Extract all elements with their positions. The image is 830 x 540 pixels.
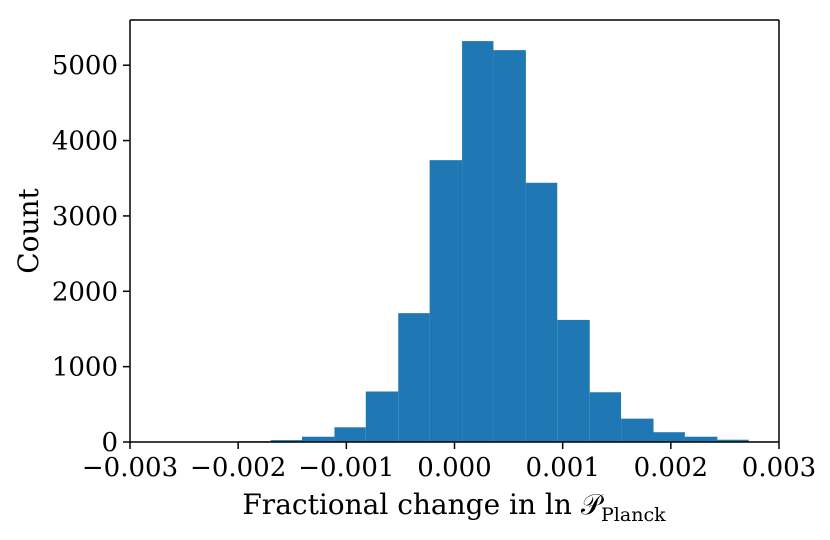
x-tick-label-0: −0.003	[82, 453, 178, 483]
x-axis-label-main: Fractional change in ln 𝒫	[242, 488, 604, 521]
histogram-bar-7	[462, 41, 494, 442]
histogram-bar-15	[717, 439, 749, 442]
x-tick-label-5: 0.002	[634, 453, 708, 483]
y-tick-label-4: 4000	[52, 127, 118, 157]
x-tick-label-1: −0.002	[190, 453, 286, 483]
histogram-bars	[238, 41, 779, 443]
x-tick-label-3: 0.000	[417, 453, 491, 483]
histogram-bar-1	[270, 440, 302, 442]
x-axis-ticks: −0.003 −0.002 −0.001 0.000 0.001 0.002 0.003	[82, 442, 816, 483]
histogram-bar-11	[589, 392, 622, 442]
histogram-bar-10	[557, 319, 590, 442]
histogram-bar-12	[621, 418, 654, 442]
histogram-bar-4	[365, 391, 399, 442]
y-axis-label: Count	[12, 187, 45, 273]
y-tick-label-1: 1000	[52, 353, 118, 383]
x-axis-label: Fractional change in ln 𝒫Planck	[242, 488, 666, 526]
y-axis-ticks: 0 1000 2000 3000 4000 5000	[52, 51, 130, 458]
histogram-bar-8	[493, 50, 526, 443]
x-tick-label-6: 0.003	[742, 453, 816, 483]
histogram-bar-9	[525, 182, 558, 442]
y-tick-label-3: 3000	[52, 202, 118, 232]
x-axis-label-subscript: Planck	[601, 504, 666, 526]
x-tick-label-4: 0.001	[525, 453, 599, 483]
y-tick-label-2: 2000	[52, 277, 118, 307]
histogram-bar-13	[653, 432, 685, 442]
x-tick-label-2: −0.001	[298, 453, 394, 483]
histogram-bar-3	[334, 427, 366, 442]
histogram-bar-6	[429, 160, 463, 442]
plot-frame	[129, 19, 780, 443]
y-tick-label-0: 0	[101, 428, 118, 458]
histogram-bar-14	[684, 436, 718, 442]
y-tick-label-5: 5000	[52, 51, 118, 81]
histogram-bar-2	[301, 436, 335, 442]
histogram-bar-5	[398, 313, 430, 442]
